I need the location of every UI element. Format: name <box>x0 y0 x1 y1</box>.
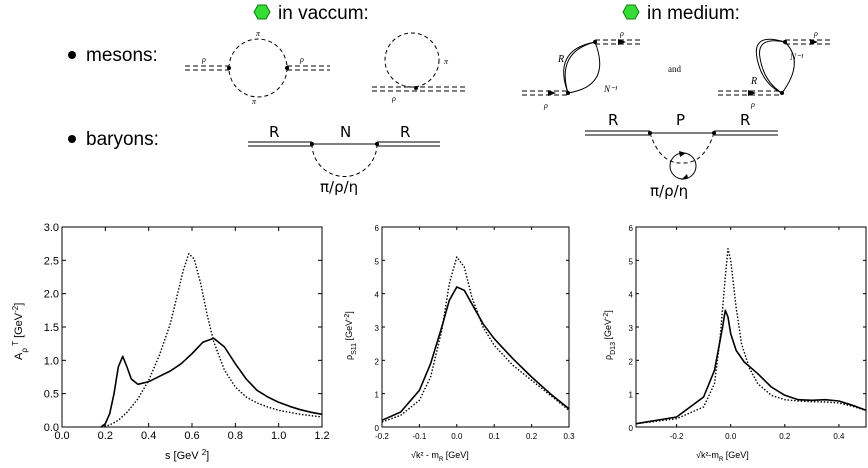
x-tick-label: 0.0 <box>54 430 69 442</box>
x-tick-label: 0.2 <box>98 430 113 442</box>
svg-text:R: R <box>750 76 757 87</box>
x-tick-label: -0.2 <box>670 432 684 441</box>
vacuum-label: in vaccum: <box>278 3 369 24</box>
y-tick-label: 1.0 <box>44 355 59 367</box>
chart3-x-axis-label: √k²-mR [GeV] <box>696 450 749 463</box>
x-tick-label: 0.1 <box>489 432 501 441</box>
header-vacuum: in vaccum: <box>253 3 369 24</box>
x-tick-label: 0.0 <box>451 432 463 441</box>
diagram-medium-meson-1: ρ ρ R N⁻¹ <box>522 29 641 110</box>
series-line-dotted <box>100 253 323 428</box>
hexagon-marker-icon <box>622 4 640 20</box>
x-tick-label: 0.0 <box>725 432 737 441</box>
diagram-medium-meson-2: ρ ρ R N⁻¹ <box>718 29 830 109</box>
y-tick-label: 4 <box>629 291 634 300</box>
x-tick-label: 0.2 <box>779 432 791 441</box>
y-tick-label: 0.0 <box>44 422 59 434</box>
plot-frame <box>635 226 867 428</box>
y-tick-label: 1 <box>375 391 380 400</box>
y-tick-label: 3 <box>375 324 380 333</box>
bullet-icon <box>68 135 76 143</box>
y-tick-label: 1 <box>629 391 634 400</box>
plot-frame <box>381 226 570 428</box>
baryons-label: baryons: <box>86 129 159 150</box>
row-mesons: mesons: <box>68 45 158 66</box>
y-tick-label: 6 <box>629 224 634 233</box>
series-line-dotted <box>635 248 867 425</box>
medium-label: in medium: <box>647 3 740 24</box>
svg-text:N⁻¹: N⁻¹ <box>603 84 618 94</box>
y-tick-label: 2 <box>375 357 380 366</box>
svg-text:R: R <box>400 123 410 141</box>
y-tick-label: 0 <box>629 424 634 433</box>
mesons-label: mesons: <box>86 45 158 66</box>
svg-text:ρ: ρ <box>299 55 304 64</box>
plot-frame <box>61 226 323 428</box>
svg-text:π/ρ/η: π/ρ/η <box>320 178 358 196</box>
x-tick-label: -0.2 <box>375 432 389 441</box>
and-label: and <box>668 64 681 74</box>
chart1-y-axis-label: Aρ T [GeV-2] <box>11 303 29 360</box>
diagram-medium-baryon: R P R π/ρ/η <box>585 111 778 200</box>
chart2-y-axis-label: ρS11 [GeV-2] <box>344 311 358 360</box>
hexagon-marker-icon <box>253 4 271 20</box>
series-line-dotted <box>381 256 570 423</box>
y-tick-label: 2.0 <box>44 289 59 301</box>
svg-text:ρ: ρ <box>201 55 206 64</box>
svg-text:π: π <box>252 97 257 106</box>
diagram-vacuum-baryon: R N R π/ρ/η <box>248 123 440 196</box>
y-tick-label: 2.5 <box>44 255 59 267</box>
diagram-vacuum-meson-tadpole: π ρ <box>372 32 466 103</box>
row-baryons: baryons: <box>68 129 159 150</box>
header-medium: in medium: <box>622 3 740 24</box>
x-tick-label: 1.0 <box>271 430 286 442</box>
svg-text:π: π <box>444 57 449 66</box>
x-tick-label: 1.2 <box>314 430 329 442</box>
chart-rho-meson-spectral: 0.0 0.2 0.4 0.6 0.8 1.0 1.2 0.0 0.5 1.0 1.5 2.0 2.5 3… <box>44 222 330 442</box>
y-tick-label: 2 <box>629 357 634 366</box>
series-line-solid <box>635 309 867 425</box>
x-tick-label: 0.4 <box>833 432 845 441</box>
svg-text:π/ρ/η: π/ρ/η <box>650 182 688 200</box>
svg-text:R: R <box>740 111 750 129</box>
y-tick-label: 1.5 <box>44 322 59 334</box>
svg-text:ρ: ρ <box>543 101 548 110</box>
svg-text:ρ: ρ <box>619 29 624 38</box>
svg-text:ρ: ρ <box>391 94 396 103</box>
x-tick-label: 0.2 <box>526 432 538 441</box>
y-tick-label: 5 <box>375 257 380 266</box>
x-tick-label: 0.6 <box>184 430 199 442</box>
svg-text:ρ: ρ <box>813 29 818 38</box>
y-tick-label: 3 <box>629 324 634 333</box>
x-tick-label: -0.1 <box>413 432 427 441</box>
svg-text:R: R <box>557 54 564 65</box>
svg-text:R: R <box>608 111 618 129</box>
y-tick-label: 5 <box>629 257 634 266</box>
chart1-x-axis-label: s [GeV 2] <box>165 448 209 463</box>
svg-text:R: R <box>269 123 279 141</box>
chart3-y-axis-label: ρD13 [GeV-2] <box>603 310 617 360</box>
diagram-vacuum-meson-loop: ρ ρ π π <box>185 29 330 106</box>
x-tick-label: 0.4 <box>141 430 156 442</box>
y-tick-label: 0.5 <box>44 389 59 401</box>
svg-text:ρ: ρ <box>750 100 755 109</box>
y-tick-label: 4 <box>375 291 380 300</box>
bullet-icon <box>68 51 76 59</box>
x-tick-label: 0.3 <box>563 432 575 441</box>
y-tick-label: 0 <box>375 424 380 433</box>
svg-text:P: P <box>676 111 685 129</box>
x-tick-label: 0.8 <box>228 430 243 442</box>
series-line-solid <box>100 337 323 428</box>
svg-text:π: π <box>256 29 261 38</box>
chart2-x-axis-label: √k² - mR [GeV] <box>411 450 469 463</box>
y-tick-label: 6 <box>375 224 380 233</box>
svg-text:N: N <box>340 123 351 141</box>
chart-d13-spectral: -0.2 0.0 0.2 0.4 0 1 2 3 4 5 6 <box>629 224 867 441</box>
svg-text:N⁻¹: N⁻¹ <box>789 52 804 62</box>
y-tick-label: 3.0 <box>44 222 59 234</box>
chart-s11-spectral: -0.2 -0.1 0.0 0.1 0.2 0.3 0 1 2 3 4 5 6 <box>375 224 576 441</box>
series-line-solid <box>381 286 570 422</box>
